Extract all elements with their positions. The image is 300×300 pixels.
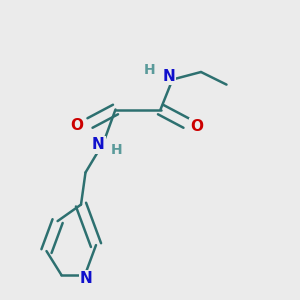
Text: N: N [80, 271, 93, 286]
Text: N: N [162, 69, 175, 84]
Text: O: O [190, 119, 203, 134]
Text: O: O [70, 118, 84, 134]
Text: N: N [92, 137, 104, 152]
Text: H: H [111, 143, 123, 157]
Text: H: H [144, 63, 156, 76]
